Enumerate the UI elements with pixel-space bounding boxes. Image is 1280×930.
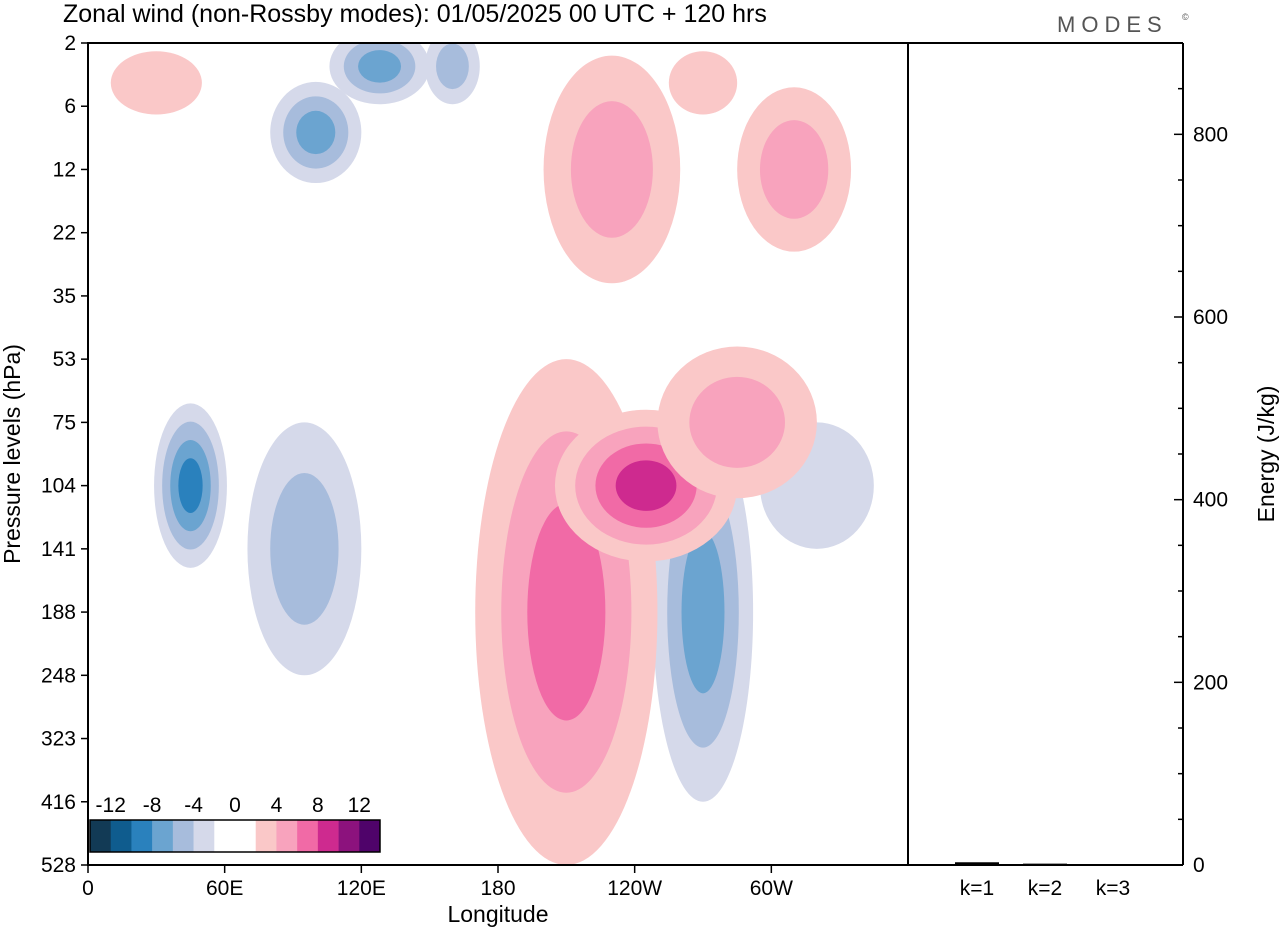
contour-feature bbox=[668, 51, 738, 115]
contour-band bbox=[358, 50, 402, 83]
energy-tick-label: 800 bbox=[1193, 123, 1228, 146]
contour-feature bbox=[543, 55, 681, 284]
colorbar-swatch bbox=[359, 820, 381, 852]
colorbar-tick-label: -4 bbox=[184, 794, 203, 817]
y-tick-label: 35 bbox=[53, 285, 76, 308]
colorbar-tick-label: -12 bbox=[96, 794, 126, 817]
x-tick-label: 0 bbox=[82, 877, 94, 900]
y-tick-label: 2 bbox=[64, 32, 76, 55]
modes-logo: MODES © bbox=[1057, 12, 1189, 37]
energy-tick-label: 400 bbox=[1193, 489, 1228, 512]
colorbar-swatch bbox=[338, 820, 360, 852]
contour-band bbox=[527, 503, 606, 721]
y-tick-label: 6 bbox=[64, 95, 76, 118]
contour-band bbox=[436, 43, 469, 90]
energy-axis-label: Energy (J/kg) bbox=[1253, 386, 1279, 523]
brand-mark: © bbox=[1182, 12, 1189, 22]
energy-bars: k=1 k=2 k=3 bbox=[955, 862, 1135, 900]
energy-tick-label: 200 bbox=[1193, 671, 1228, 694]
colorbar-swatch bbox=[172, 820, 194, 852]
y-axis-label: Pressure levels (hPa) bbox=[0, 344, 25, 564]
colorbar: -12 -8 -4 0 4 8 12 bbox=[89, 794, 381, 853]
contour-band bbox=[296, 110, 336, 155]
contour-band bbox=[615, 460, 677, 511]
contour-band bbox=[681, 530, 725, 694]
contour-feature bbox=[657, 346, 817, 499]
x-axis-label: Longitude bbox=[447, 901, 548, 927]
energy-tick-label: 0 bbox=[1193, 854, 1205, 877]
x-tick-label: 60W bbox=[750, 877, 793, 900]
y-tick-label: 188 bbox=[41, 601, 76, 624]
pressure-axis: 2 6 12 22 35 53 75 104 141 188 248 323 416 528 bbox=[41, 32, 88, 877]
x-tick-label: 120W bbox=[607, 877, 662, 900]
colorbar-swatch bbox=[131, 820, 153, 852]
contour-band bbox=[668, 51, 738, 115]
contour-feature bbox=[110, 51, 202, 115]
contour-feature bbox=[270, 81, 362, 184]
energy-category-label: k=3 bbox=[1096, 877, 1130, 900]
y-tick-label: 12 bbox=[53, 158, 76, 181]
contour-band bbox=[689, 376, 786, 468]
x-tick-label: 180 bbox=[480, 877, 515, 900]
longitude-axis: 0 60E 120E 180 120W 60W bbox=[82, 865, 793, 900]
heatmap-panel: 2 6 12 22 35 53 75 104 141 188 248 323 416 528 0 60E 12… bbox=[41, 32, 909, 900]
energy-tick-label: 600 bbox=[1193, 306, 1228, 329]
energy-category-label: k=2 bbox=[1028, 877, 1062, 900]
contour-band bbox=[270, 472, 339, 625]
colorbar-swatch bbox=[214, 820, 236, 852]
heatmap-frame bbox=[87, 42, 909, 866]
contour-feature bbox=[247, 422, 362, 676]
colorbar-tick-label: 8 bbox=[312, 794, 324, 817]
colorbar-tick-label: -8 bbox=[143, 794, 162, 817]
y-tick-label: 528 bbox=[41, 854, 76, 877]
contour-band bbox=[570, 101, 653, 238]
colorbar-tick-label: 12 bbox=[348, 794, 371, 817]
y-tick-label: 22 bbox=[53, 222, 76, 245]
colorbar-swatch bbox=[110, 820, 132, 852]
chart-title: Zonal wind (non-Rossby modes): 01/05/202… bbox=[63, 0, 767, 28]
colorbar-swatch bbox=[297, 820, 319, 852]
energy-panel: k=1 k=2 k=3 0 200 400 600 800 bbox=[908, 42, 1228, 900]
y-tick-label: 53 bbox=[53, 348, 76, 371]
colorbar-swatch bbox=[276, 820, 298, 852]
contour-feature bbox=[425, 43, 480, 105]
colorbar-swatch bbox=[193, 820, 215, 852]
colorbar-swatch bbox=[152, 820, 174, 852]
y-tick-label: 141 bbox=[41, 538, 76, 561]
energy-category-label: k=1 bbox=[960, 877, 994, 900]
brand-text: MODES bbox=[1057, 12, 1168, 37]
energy-bar bbox=[955, 862, 999, 865]
colorbar-frame bbox=[89, 819, 381, 853]
colorbar-tick-label: 4 bbox=[271, 794, 283, 817]
colorbar-swatch bbox=[317, 820, 339, 852]
contour-band bbox=[178, 458, 203, 514]
contour-feature bbox=[737, 87, 852, 252]
colorbar-swatch bbox=[90, 820, 112, 852]
x-tick-label: 120E bbox=[337, 877, 386, 900]
contour-feature bbox=[154, 403, 227, 568]
contour-feature bbox=[329, 43, 430, 105]
y-tick-label: 248 bbox=[41, 664, 76, 687]
x-tick-label: 60E bbox=[206, 877, 243, 900]
y-tick-label: 104 bbox=[41, 475, 76, 498]
y-tick-label: 323 bbox=[41, 728, 76, 751]
contour-band bbox=[759, 120, 829, 219]
y-tick-label: 416 bbox=[41, 791, 76, 814]
colorbar-tick-label: 0 bbox=[229, 794, 241, 817]
colorbar-swatch bbox=[235, 820, 257, 852]
colorbar-swatch bbox=[255, 820, 277, 852]
heatmap-contours bbox=[110, 43, 874, 865]
contour-band bbox=[110, 51, 202, 115]
y-tick-label: 75 bbox=[53, 411, 76, 434]
